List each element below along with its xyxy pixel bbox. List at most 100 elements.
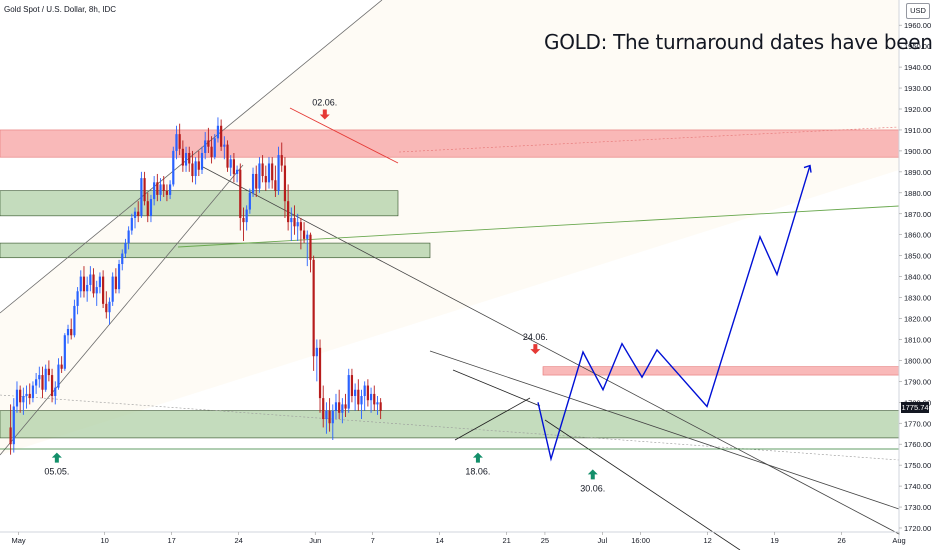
candle bbox=[302, 222, 306, 244]
candle bbox=[76, 287, 79, 315]
support-zone bbox=[0, 190, 399, 217]
price-tick-label: 1910.00 bbox=[904, 126, 931, 135]
time-tick-label: 24 bbox=[235, 536, 243, 545]
candle bbox=[216, 117, 220, 143]
candle-body bbox=[287, 201, 290, 223]
candle-body bbox=[28, 393, 31, 399]
candle-body bbox=[360, 396, 363, 405]
candle-body bbox=[318, 347, 322, 399]
candle-body bbox=[130, 217, 133, 231]
candle bbox=[15, 381, 19, 413]
candle bbox=[50, 368, 54, 403]
time-tick-label: Jul bbox=[598, 536, 608, 545]
candle-body bbox=[277, 155, 280, 191]
price-tick-label: 1900.00 bbox=[904, 147, 931, 156]
flag-upper-line bbox=[289, 107, 399, 164]
candle-body bbox=[350, 375, 354, 397]
candle bbox=[204, 132, 207, 160]
annotation-label: 24.06. bbox=[523, 332, 548, 342]
candle bbox=[165, 184, 169, 202]
candle-body bbox=[9, 427, 12, 445]
time-tick-label: 14 bbox=[435, 536, 443, 545]
candle-body bbox=[82, 276, 86, 292]
candle-body bbox=[210, 146, 213, 158]
candle bbox=[251, 167, 255, 197]
candle bbox=[322, 385, 325, 428]
candle bbox=[200, 146, 204, 174]
candle bbox=[264, 165, 267, 191]
candle bbox=[19, 385, 22, 413]
candle-body bbox=[76, 291, 79, 306]
rising-support-line bbox=[177, 205, 900, 248]
price-zones bbox=[0, 129, 900, 439]
candle bbox=[350, 368, 354, 403]
candle-body bbox=[188, 152, 191, 164]
candle-body bbox=[169, 184, 172, 195]
candle bbox=[312, 255, 315, 371]
candle-body bbox=[124, 243, 127, 254]
candle bbox=[146, 192, 149, 223]
candle bbox=[181, 140, 184, 172]
time-tick-label: 16:00 bbox=[631, 536, 650, 545]
candle bbox=[127, 226, 130, 250]
candle bbox=[255, 165, 258, 197]
time-tick-label: Aug bbox=[892, 536, 905, 545]
candle-body bbox=[271, 163, 274, 181]
candle bbox=[98, 272, 102, 294]
candle bbox=[229, 155, 232, 177]
candle-body bbox=[19, 389, 22, 403]
candle bbox=[271, 157, 274, 189]
candle bbox=[213, 134, 216, 160]
candle-body bbox=[194, 161, 197, 177]
candle bbox=[82, 266, 86, 298]
candle bbox=[137, 201, 140, 223]
candle-body bbox=[146, 201, 149, 216]
descending-trendline-lower bbox=[429, 350, 900, 510]
candle-body bbox=[172, 150, 175, 185]
price-tick-label: 1790.00 bbox=[904, 377, 931, 386]
trendlines bbox=[0, 0, 900, 550]
candle bbox=[95, 280, 98, 306]
price-tick-label: 1770.00 bbox=[904, 419, 931, 428]
candle bbox=[156, 173, 159, 202]
candle-body bbox=[283, 165, 287, 202]
candle bbox=[92, 268, 95, 298]
candle-body bbox=[38, 375, 41, 380]
currency-button[interactable]: USD bbox=[906, 3, 930, 19]
candle-body bbox=[232, 159, 235, 174]
candle-body bbox=[25, 393, 28, 397]
down-arrow-icon bbox=[319, 109, 330, 120]
candle bbox=[277, 146, 280, 195]
candle bbox=[79, 270, 82, 298]
candle bbox=[248, 188, 251, 214]
candle bbox=[41, 366, 44, 399]
candle-body bbox=[366, 385, 369, 401]
candle bbox=[143, 171, 146, 206]
candle-body bbox=[137, 211, 140, 216]
candle-body bbox=[41, 375, 44, 390]
candle-body bbox=[140, 178, 143, 216]
price-tick-label: 1820.00 bbox=[904, 315, 931, 324]
candle-body bbox=[341, 404, 344, 413]
candle bbox=[12, 398, 15, 453]
candle-body bbox=[184, 152, 188, 166]
candle bbox=[325, 402, 328, 434]
candle bbox=[379, 398, 382, 420]
candle bbox=[194, 157, 197, 185]
candle-body bbox=[264, 176, 267, 183]
candle-body bbox=[261, 163, 264, 177]
candle bbox=[197, 150, 200, 177]
candle bbox=[318, 339, 322, 413]
time-tick-label: Jun bbox=[309, 536, 321, 545]
candle-body bbox=[89, 274, 92, 285]
candle-body bbox=[207, 140, 210, 147]
candle bbox=[9, 404, 12, 455]
candle-body bbox=[12, 406, 15, 445]
candle bbox=[226, 140, 229, 172]
candle-body bbox=[92, 274, 95, 294]
candle bbox=[315, 339, 318, 382]
candle-body bbox=[159, 184, 162, 195]
candle-body bbox=[347, 375, 350, 409]
